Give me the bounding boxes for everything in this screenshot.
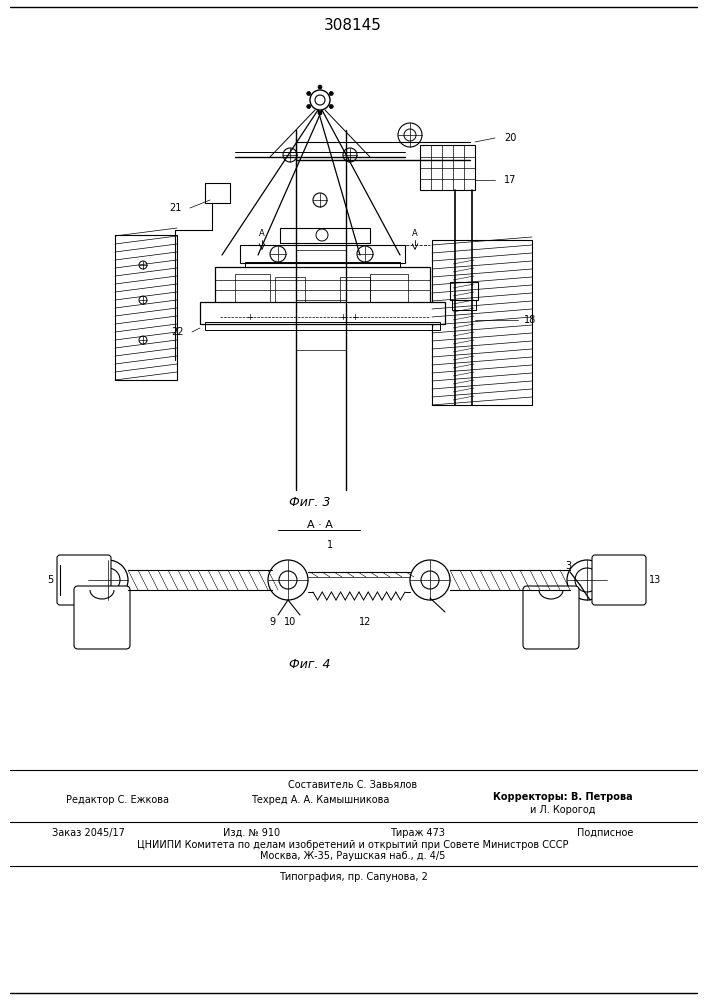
Bar — [235, 274, 270, 302]
Text: Изд. № 910: Изд. № 910 — [223, 828, 281, 838]
Bar — [340, 277, 370, 302]
Bar — [200, 302, 445, 324]
Bar — [205, 322, 440, 330]
Circle shape — [318, 111, 322, 115]
Text: 5: 5 — [47, 575, 53, 585]
Bar — [370, 274, 408, 302]
Text: 18: 18 — [524, 315, 536, 325]
Text: Тираж 473: Тираж 473 — [390, 828, 445, 838]
Text: 20: 20 — [504, 133, 516, 143]
Bar — [420, 145, 475, 190]
Text: А · А: А · А — [307, 520, 333, 530]
FancyBboxPatch shape — [592, 555, 646, 605]
Text: +: + — [247, 314, 253, 322]
Bar — [432, 240, 532, 405]
Text: 3: 3 — [565, 561, 571, 571]
Text: 17: 17 — [504, 175, 516, 185]
Text: А: А — [259, 229, 265, 237]
Text: 12: 12 — [359, 617, 371, 627]
Circle shape — [307, 92, 311, 96]
Bar — [240, 245, 405, 263]
Text: 22: 22 — [172, 327, 185, 337]
Circle shape — [318, 85, 322, 89]
Text: Москва, Ж-35, Раушская наб., д. 4/5: Москва, Ж-35, Раушская наб., д. 4/5 — [260, 851, 445, 861]
Text: А: А — [412, 229, 418, 237]
Text: Типография, пр. Сапунова, 2: Типография, пр. Сапунова, 2 — [279, 872, 428, 882]
Text: Фиг. 4: Фиг. 4 — [289, 658, 331, 672]
Text: Составитель С. Завьялов: Составитель С. Завьялов — [288, 780, 418, 790]
FancyBboxPatch shape — [74, 586, 130, 649]
Text: Корректоры: В. Петрова: Корректоры: В. Петрова — [493, 792, 633, 802]
Text: +  +: + + — [341, 314, 359, 322]
Bar — [205, 183, 230, 203]
Bar — [275, 277, 305, 302]
FancyBboxPatch shape — [57, 555, 111, 605]
Text: Подписное: Подписное — [577, 828, 633, 838]
Bar — [245, 262, 400, 270]
Bar — [280, 228, 370, 243]
Text: ЦНИИПИ Комитета по делам изобретений и открытий при Совете Министров СССР: ЦНИИПИ Комитета по делам изобретений и о… — [137, 840, 568, 850]
Circle shape — [307, 104, 311, 108]
Text: Заказ 2045/17: Заказ 2045/17 — [52, 828, 124, 838]
Text: 10: 10 — [284, 617, 296, 627]
Text: 21: 21 — [169, 203, 181, 213]
Text: Редактор С. Ежкова: Редактор С. Ежкова — [66, 795, 170, 805]
Bar — [450, 282, 478, 300]
Text: 1: 1 — [327, 540, 333, 550]
Text: Техред А. А. Камышникова: Техред А. А. Камышникова — [251, 795, 389, 805]
Text: 13: 13 — [649, 575, 661, 585]
Circle shape — [329, 104, 333, 108]
FancyBboxPatch shape — [523, 586, 579, 649]
Text: 9: 9 — [269, 617, 275, 627]
Circle shape — [329, 92, 333, 96]
Bar — [215, 267, 430, 305]
Text: и Л. Корогод: и Л. Корогод — [530, 805, 596, 815]
Text: 308145: 308145 — [324, 17, 382, 32]
Text: Фиг. 3: Фиг. 3 — [289, 496, 331, 510]
Bar — [452, 300, 476, 310]
Bar — [115, 235, 177, 380]
